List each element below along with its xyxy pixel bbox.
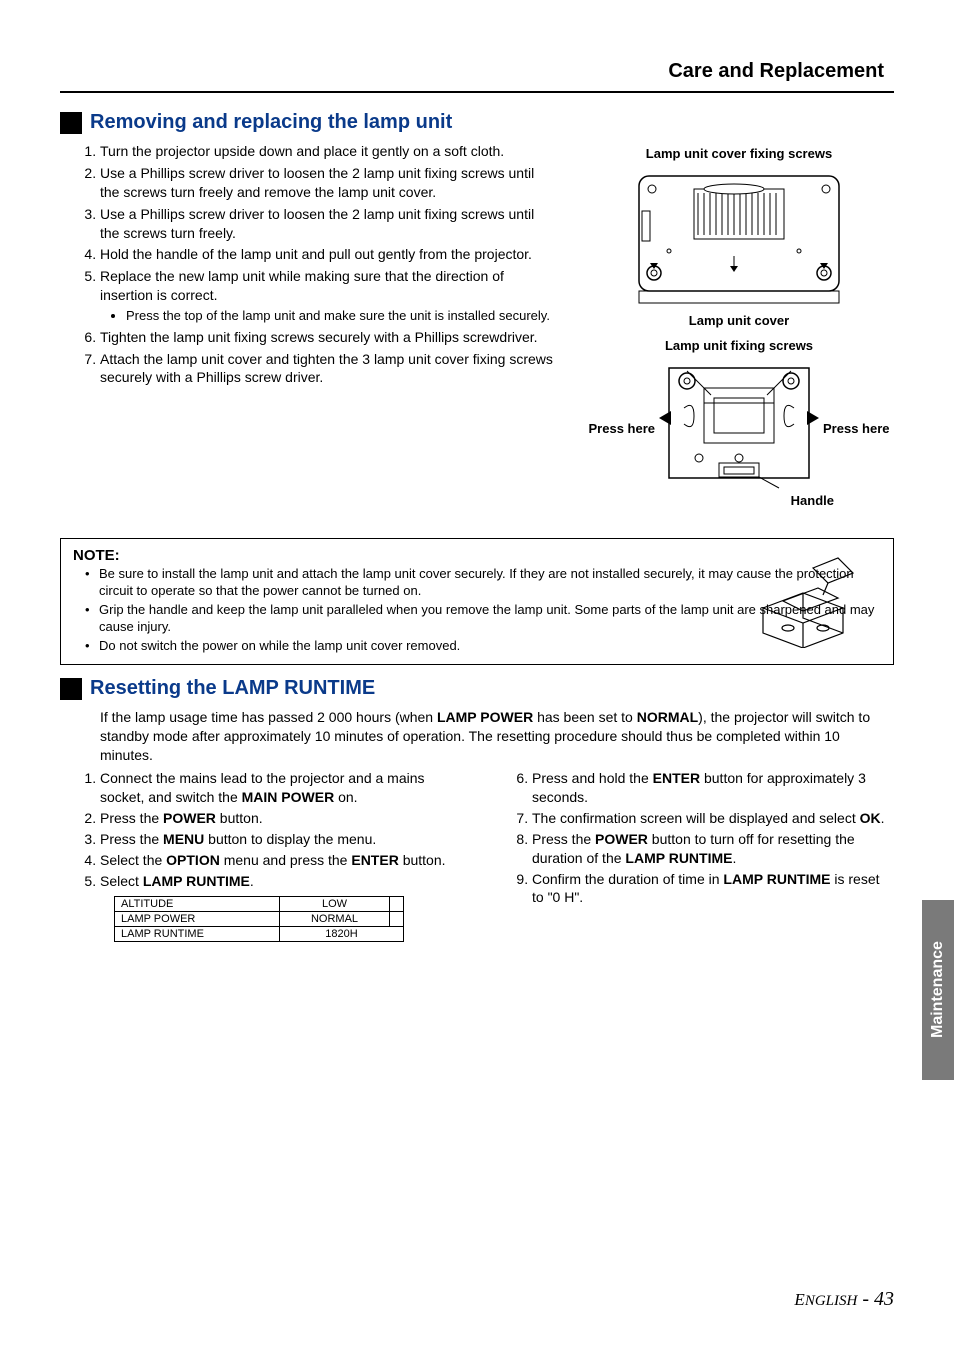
reset-columns: Connect the mains lead to the projector … (60, 769, 894, 942)
press-here-row: Press here (584, 363, 894, 493)
step-item: Use a Phillips screw driver to loosen th… (100, 164, 554, 202)
t: Press the (100, 810, 163, 826)
b: POWER (595, 831, 648, 847)
t: . (732, 850, 736, 866)
reset-step: Connect the mains lead to the projector … (100, 769, 462, 807)
b: LAMP RUNTIME (723, 871, 830, 887)
t: Press the (100, 831, 163, 847)
table-cell-label: LAMP RUNTIME (115, 927, 280, 942)
t: Select (100, 873, 143, 889)
reset-step: Select LAMP RUNTIME. (100, 872, 462, 891)
intro-text: If the lamp usage time has passed 2 000 … (100, 709, 437, 725)
reset-section: Resetting the LAMP RUNTIME If the lamp u… (60, 677, 894, 942)
table-row: ALTITUDELOW (115, 897, 404, 912)
header-divider (60, 91, 894, 93)
press-here-right-label: Press here (823, 421, 890, 436)
reset-step: Press the POWER button to turn off for r… (532, 830, 894, 868)
reset-intro-paragraph: If the lamp usage time has passed 2 000 … (60, 708, 894, 765)
removing-steps-column: Turn the projector upside down and place… (60, 142, 554, 508)
t: . (881, 810, 885, 826)
b: OPTION (166, 852, 220, 868)
caption-cover-screws: Lamp unit cover fixing screws (584, 146, 894, 161)
b: ENTER (351, 852, 398, 868)
b: MAIN POWER (242, 789, 335, 805)
note-box: NOTE: Be sure to install the lamp unit a… (60, 538, 894, 665)
t: on. (334, 789, 357, 805)
table-cell-value: LOW (280, 897, 390, 912)
heading-text-removing: Removing and replacing the lamp unit (90, 111, 452, 134)
t: button. (216, 810, 263, 826)
section-heading-removing: Removing and replacing the lamp unit (60, 111, 894, 134)
reset-steps-left: Connect the mains lead to the projector … (60, 769, 462, 890)
reset-steps-right: Press and hold the ENTER button for appr… (492, 769, 894, 907)
step-item: Attach the lamp unit cover and tighten t… (100, 350, 554, 388)
substep-list: Press the top of the lamp unit and make … (100, 307, 554, 325)
reset-step: Select the OPTION menu and press the ENT… (100, 851, 462, 870)
t: Confirm the duration of time in (532, 871, 723, 887)
table-row: LAMP POWERNORMAL (115, 912, 404, 927)
caption-fixing-screws: Lamp unit fixing screws (584, 338, 894, 353)
reset-step: Press the POWER button. (100, 809, 462, 828)
heading-bullet-icon (60, 678, 82, 700)
intro-bold: LAMP POWER (437, 709, 533, 725)
document-page: Care and Replacement Removing and replac… (0, 0, 954, 982)
reset-step: The confirmation screen will be displaye… (532, 809, 894, 828)
reset-col-left: Connect the mains lead to the projector … (60, 769, 462, 942)
footer-sep: - (857, 1288, 874, 1310)
table-row: LAMP RUNTIME1820H (115, 927, 404, 942)
b: LAMP RUNTIME (625, 850, 732, 866)
press-here-left-label: Press here (589, 421, 656, 436)
heading-text-reset: Resetting the LAMP RUNTIME (90, 677, 375, 700)
reset-step: Confirm the duration of time in LAMP RUN… (532, 870, 894, 908)
reset-step: Press the MENU button to display the men… (100, 830, 462, 849)
caption-lamp-cover: Lamp unit cover (584, 313, 894, 328)
footer-page-number: 43 (874, 1288, 894, 1310)
side-tab-maintenance: Maintenance (922, 900, 954, 1080)
t: menu and press the (220, 852, 352, 868)
table-cell-value: NORMAL (280, 912, 390, 927)
b: OK (860, 810, 881, 826)
b: LAMP RUNTIME (143, 873, 250, 889)
t: Select the (100, 852, 166, 868)
t: Press and hold the (532, 770, 653, 786)
footer-language: ENGLISH (794, 1290, 857, 1309)
t: . (250, 873, 254, 889)
b: MENU (163, 831, 204, 847)
step-item: Turn the projector upside down and place… (100, 142, 554, 161)
heading-bullet-icon (60, 112, 82, 134)
diagram-lamp-cover (584, 171, 894, 309)
step-item: Hold the handle of the lamp unit and pul… (100, 245, 554, 264)
step-item: Replace the new lamp unit while making s… (100, 267, 554, 324)
intro-bold: NORMAL (637, 709, 698, 725)
table-cell-label: LAMP POWER (115, 912, 280, 927)
page-footer: ENGLISH - 43 (794, 1288, 894, 1311)
step-item: Tighten the lamp unit fixing screws secu… (100, 328, 554, 347)
removing-content-row: Turn the projector upside down and place… (60, 142, 894, 508)
t: button to display the menu. (204, 831, 376, 847)
note-diagram-lamp-3d (743, 553, 863, 651)
table-cell-value: 1820H (280, 927, 404, 942)
intro-text: has been set to (533, 709, 637, 725)
substep-item: Press the top of the lamp unit and make … (126, 307, 554, 325)
t: Press the (532, 831, 595, 847)
page-section-title: Care and Replacement (60, 60, 894, 83)
b: ENTER (653, 770, 700, 786)
step-text: Replace the new lamp unit while making s… (100, 268, 504, 303)
diagram-lamp-unit (659, 363, 819, 493)
step-item: Use a Phillips screw driver to loosen th… (100, 205, 554, 243)
diagram-column: Lamp unit cover fixing screws (584, 142, 894, 508)
t: The confirmation screen will be displaye… (532, 810, 860, 826)
b: POWER (163, 810, 216, 826)
removing-steps-list: Turn the projector upside down and place… (60, 142, 554, 387)
section-heading-reset: Resetting the LAMP RUNTIME (60, 677, 894, 700)
reset-col-right: Press and hold the ENTER button for appr… (492, 769, 894, 942)
table-cell-label: ALTITUDE (115, 897, 280, 912)
option-menu-table: ALTITUDELOW LAMP POWERNORMAL LAMP RUNTIM… (114, 896, 404, 942)
t: button. (399, 852, 446, 868)
handle-label: Handle (584, 493, 894, 508)
reset-step: Press and hold the ENTER button for appr… (532, 769, 894, 807)
